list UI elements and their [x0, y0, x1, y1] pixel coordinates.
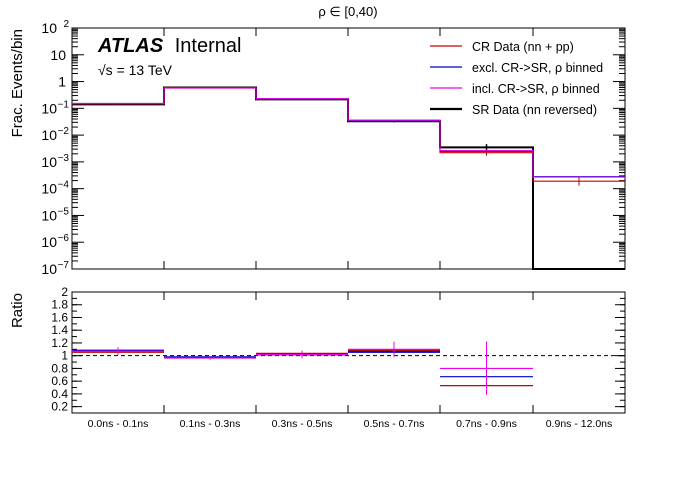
atlas-status: Internal [175, 35, 242, 57]
ratio-y-tick-label: 0.8 [51, 361, 68, 375]
ratio-y-tick-label: 2 [61, 285, 68, 299]
main-y-tick-exponent: −7 [58, 260, 70, 271]
page-title: ρ ∈ [0,40) [318, 4, 377, 19]
main-y-tick-label: 10 [41, 181, 57, 197]
x-category-label: 0.5ns - 0.7ns [364, 418, 425, 430]
main-y-tick-label: 10 [41, 234, 57, 250]
main-y-tick-label: 10 [41, 100, 57, 116]
ratio-y-tick-label: 1.4 [51, 323, 68, 337]
ratio-y-tick-label: 0.6 [51, 374, 68, 388]
main-y-tick-label: 10 [41, 207, 57, 223]
main-y-tick-exponent: −3 [58, 153, 70, 164]
x-category-label: 0.0ns - 0.1ns [88, 418, 149, 430]
ratio-series [72, 341, 533, 396]
x-category-label: 0.1ns - 0.3ns [180, 418, 241, 430]
ratio-y-tick-label: 1 [61, 349, 68, 363]
x-category-label: 0.3ns - 0.5ns [272, 418, 333, 430]
main-y-tick-exponent: −6 [58, 233, 70, 244]
main-y-tick-exponent: 2 [63, 19, 69, 30]
ratio-y-tick-label: 1.2 [51, 336, 68, 350]
ratio-y-tick-label: 1.8 [51, 298, 68, 312]
legend-label-sr: SR Data (nn reversed) [472, 103, 597, 117]
ratio-y-tick-label: 1.6 [51, 310, 68, 324]
legend-label-incl: incl. CR->SR, ρ binned [472, 82, 600, 96]
main-y-tick-label: 10 [50, 47, 66, 63]
main-y-tick-label: 10 [41, 20, 57, 36]
legend-label-cr: CR Data (nn + pp) [472, 40, 574, 54]
main-y-axis-label: Frac. Events/bin [9, 29, 26, 137]
energy-label: √s = 13 TeV [98, 62, 173, 78]
atlas-label: ATLAS Internal [97, 35, 241, 57]
ratio-axes: 0.20.40.60.811.21.41.61.82 0.0ns - 0.1ns 0… [51, 285, 626, 430]
atlas-brand: ATLAS [97, 35, 164, 57]
legend: CR Data (nn + pp) excl. CR->SR, ρ binned i… [430, 40, 603, 117]
main-y-tick-exponent: −2 [58, 126, 70, 137]
main-y-tick-label: 1 [58, 74, 66, 90]
ratio-y-axis-label: Ratio [9, 293, 26, 328]
main-y-tick-label: 10 [41, 127, 57, 143]
series-incl-line [72, 87, 625, 178]
x-category-label: 0.7ns - 0.9ns [456, 418, 517, 430]
main-y-tick-label: 10 [41, 261, 57, 277]
main-y-tick-exponent: −5 [58, 206, 70, 217]
main-y-tick-label: 10 [41, 154, 57, 170]
ratio-y-tick-label: 0.4 [51, 387, 68, 401]
ratio-y-tick-label: 0.2 [51, 400, 68, 414]
main-y-tick-exponent: −4 [58, 180, 70, 191]
main-series [72, 86, 625, 270]
x-category-label: 0.9ns - 12.0ns [546, 418, 613, 430]
main-y-tick-exponent: −1 [58, 99, 70, 110]
legend-label-excl: excl. CR->SR, ρ binned [472, 61, 603, 75]
